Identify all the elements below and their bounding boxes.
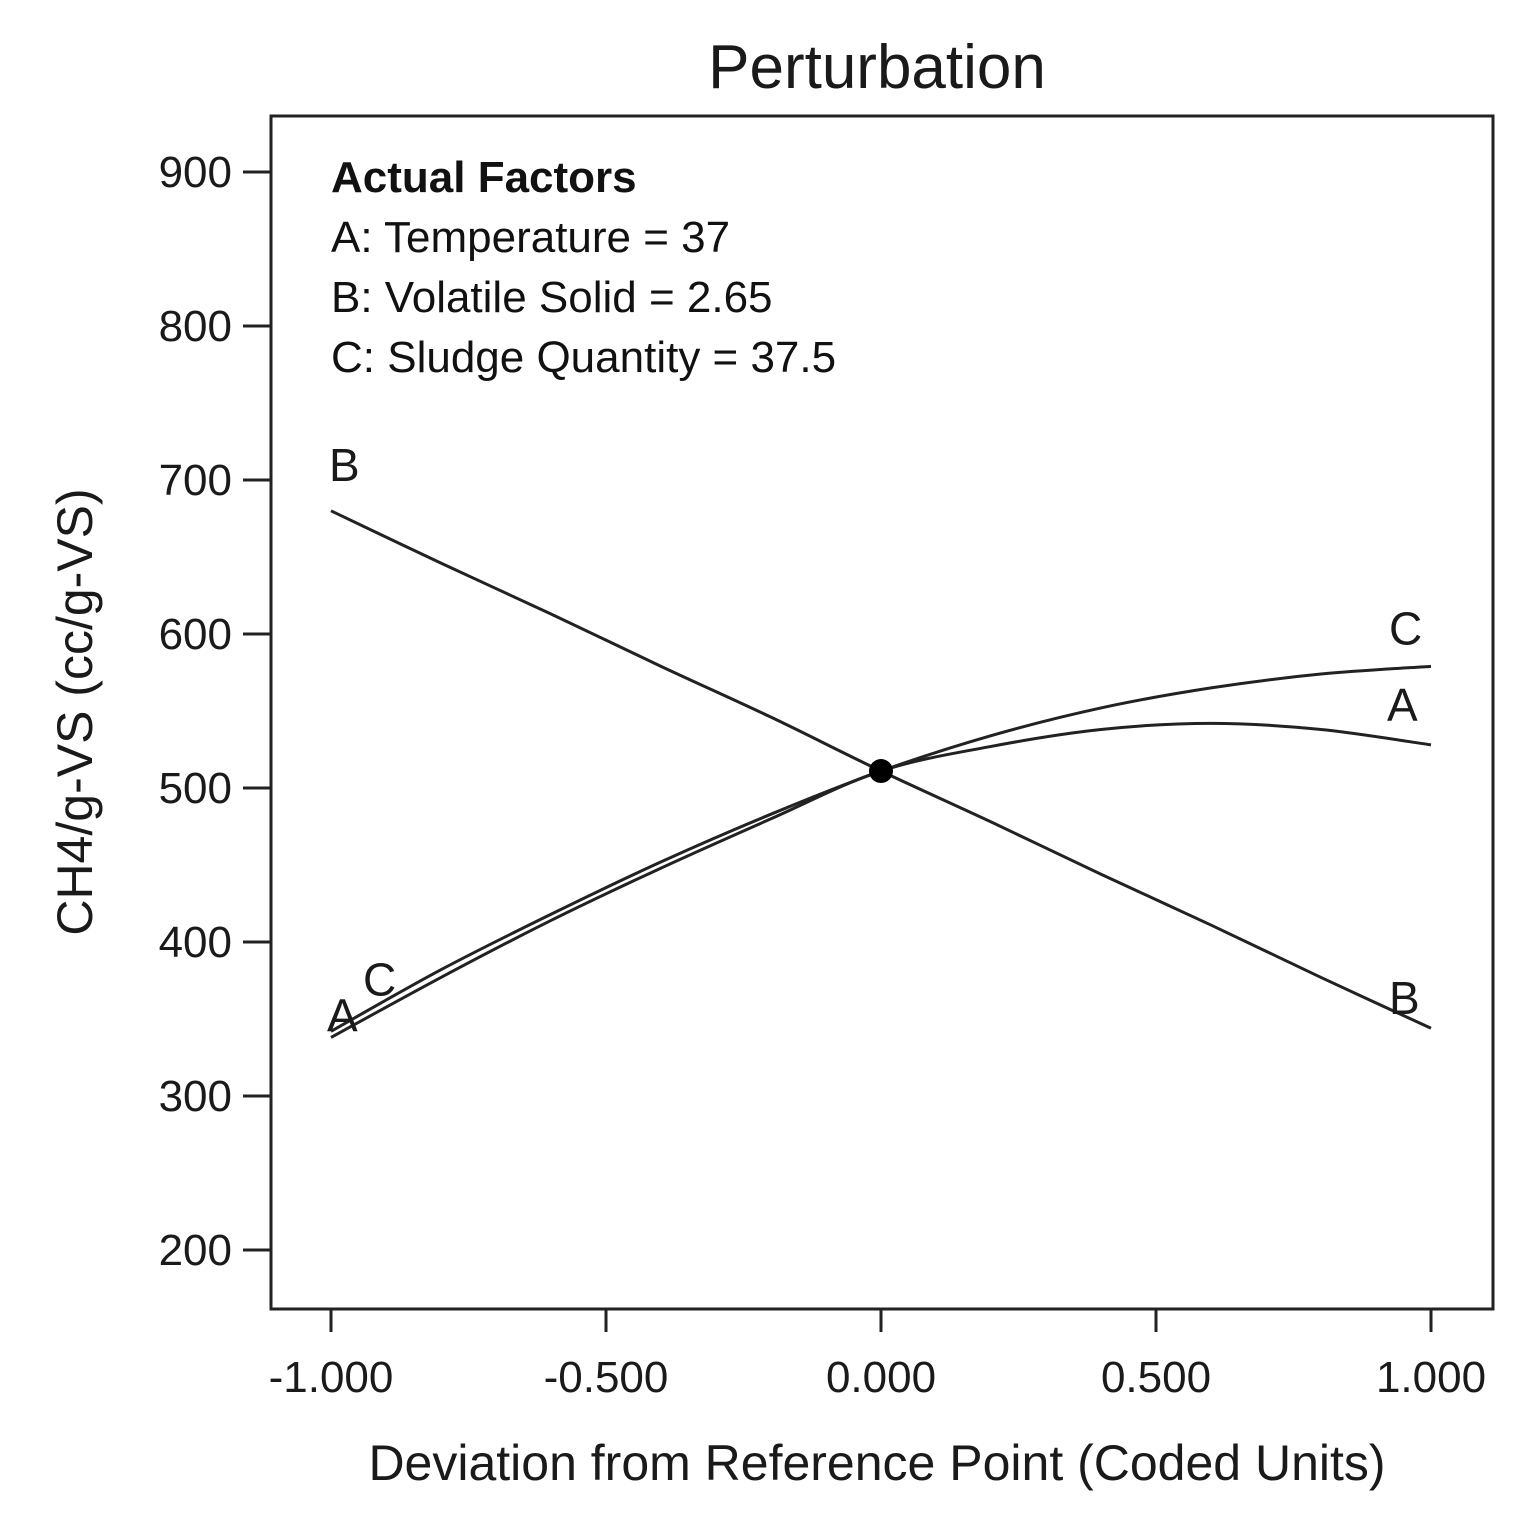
series-line-c: [330, 664, 1432, 1033]
x-axis-label: Deviation from Reference Point (Coded Un…: [368, 1435, 1385, 1491]
y-axis-label: CH4/g-VS (cc/g-VS): [47, 488, 103, 935]
x-axis: -1.000 -0.500 0.000 0.500 1.000: [269, 1309, 1486, 1402]
x-tick-label: 0.500: [1101, 1353, 1211, 1402]
y-tick-label: 800: [159, 302, 232, 351]
reference-layer: [869, 759, 893, 784]
legend-factor-a: A: Temperature = 37: [331, 213, 730, 262]
series-label-end-b: B: [1389, 972, 1420, 1024]
x-tick-label: 1.000: [1376, 1353, 1486, 1402]
x-tick-label: -1.000: [269, 1353, 394, 1402]
y-axis: 200 300 400 500 600 700 800 900: [159, 148, 271, 1275]
y-tick-label: 900: [159, 148, 232, 197]
y-tick-label: 400: [159, 918, 232, 967]
reference-point-marker: [869, 759, 893, 784]
legend-factor-c: C: Sludge Quantity = 37.5: [331, 333, 836, 382]
x-tick-label: -0.500: [544, 1353, 669, 1402]
series-label-start-a: A: [327, 989, 358, 1041]
series-labels: A A B B C C: [327, 439, 1422, 1042]
actual-factors-legend: Actual Factors A: Temperature = 37 B: Vo…: [331, 153, 836, 382]
series-label-start-c: C: [363, 953, 396, 1005]
series-label-start-b: B: [329, 439, 360, 491]
legend-title: Actual Factors: [331, 153, 637, 202]
x-tick-label: 0.000: [826, 1353, 936, 1402]
y-tick-label: 500: [159, 764, 232, 813]
series-label-end-a: A: [1387, 679, 1418, 731]
chart-title: Perturbation: [708, 33, 1046, 102]
series-label-end-c: C: [1389, 602, 1422, 654]
y-tick-label: 600: [159, 610, 232, 659]
y-tick-label: 700: [159, 456, 232, 505]
y-tick-label: 200: [159, 1226, 232, 1275]
y-tick-label: 300: [159, 1072, 232, 1121]
legend-factor-b: B: Volatile Solid = 2.65: [331, 273, 773, 322]
